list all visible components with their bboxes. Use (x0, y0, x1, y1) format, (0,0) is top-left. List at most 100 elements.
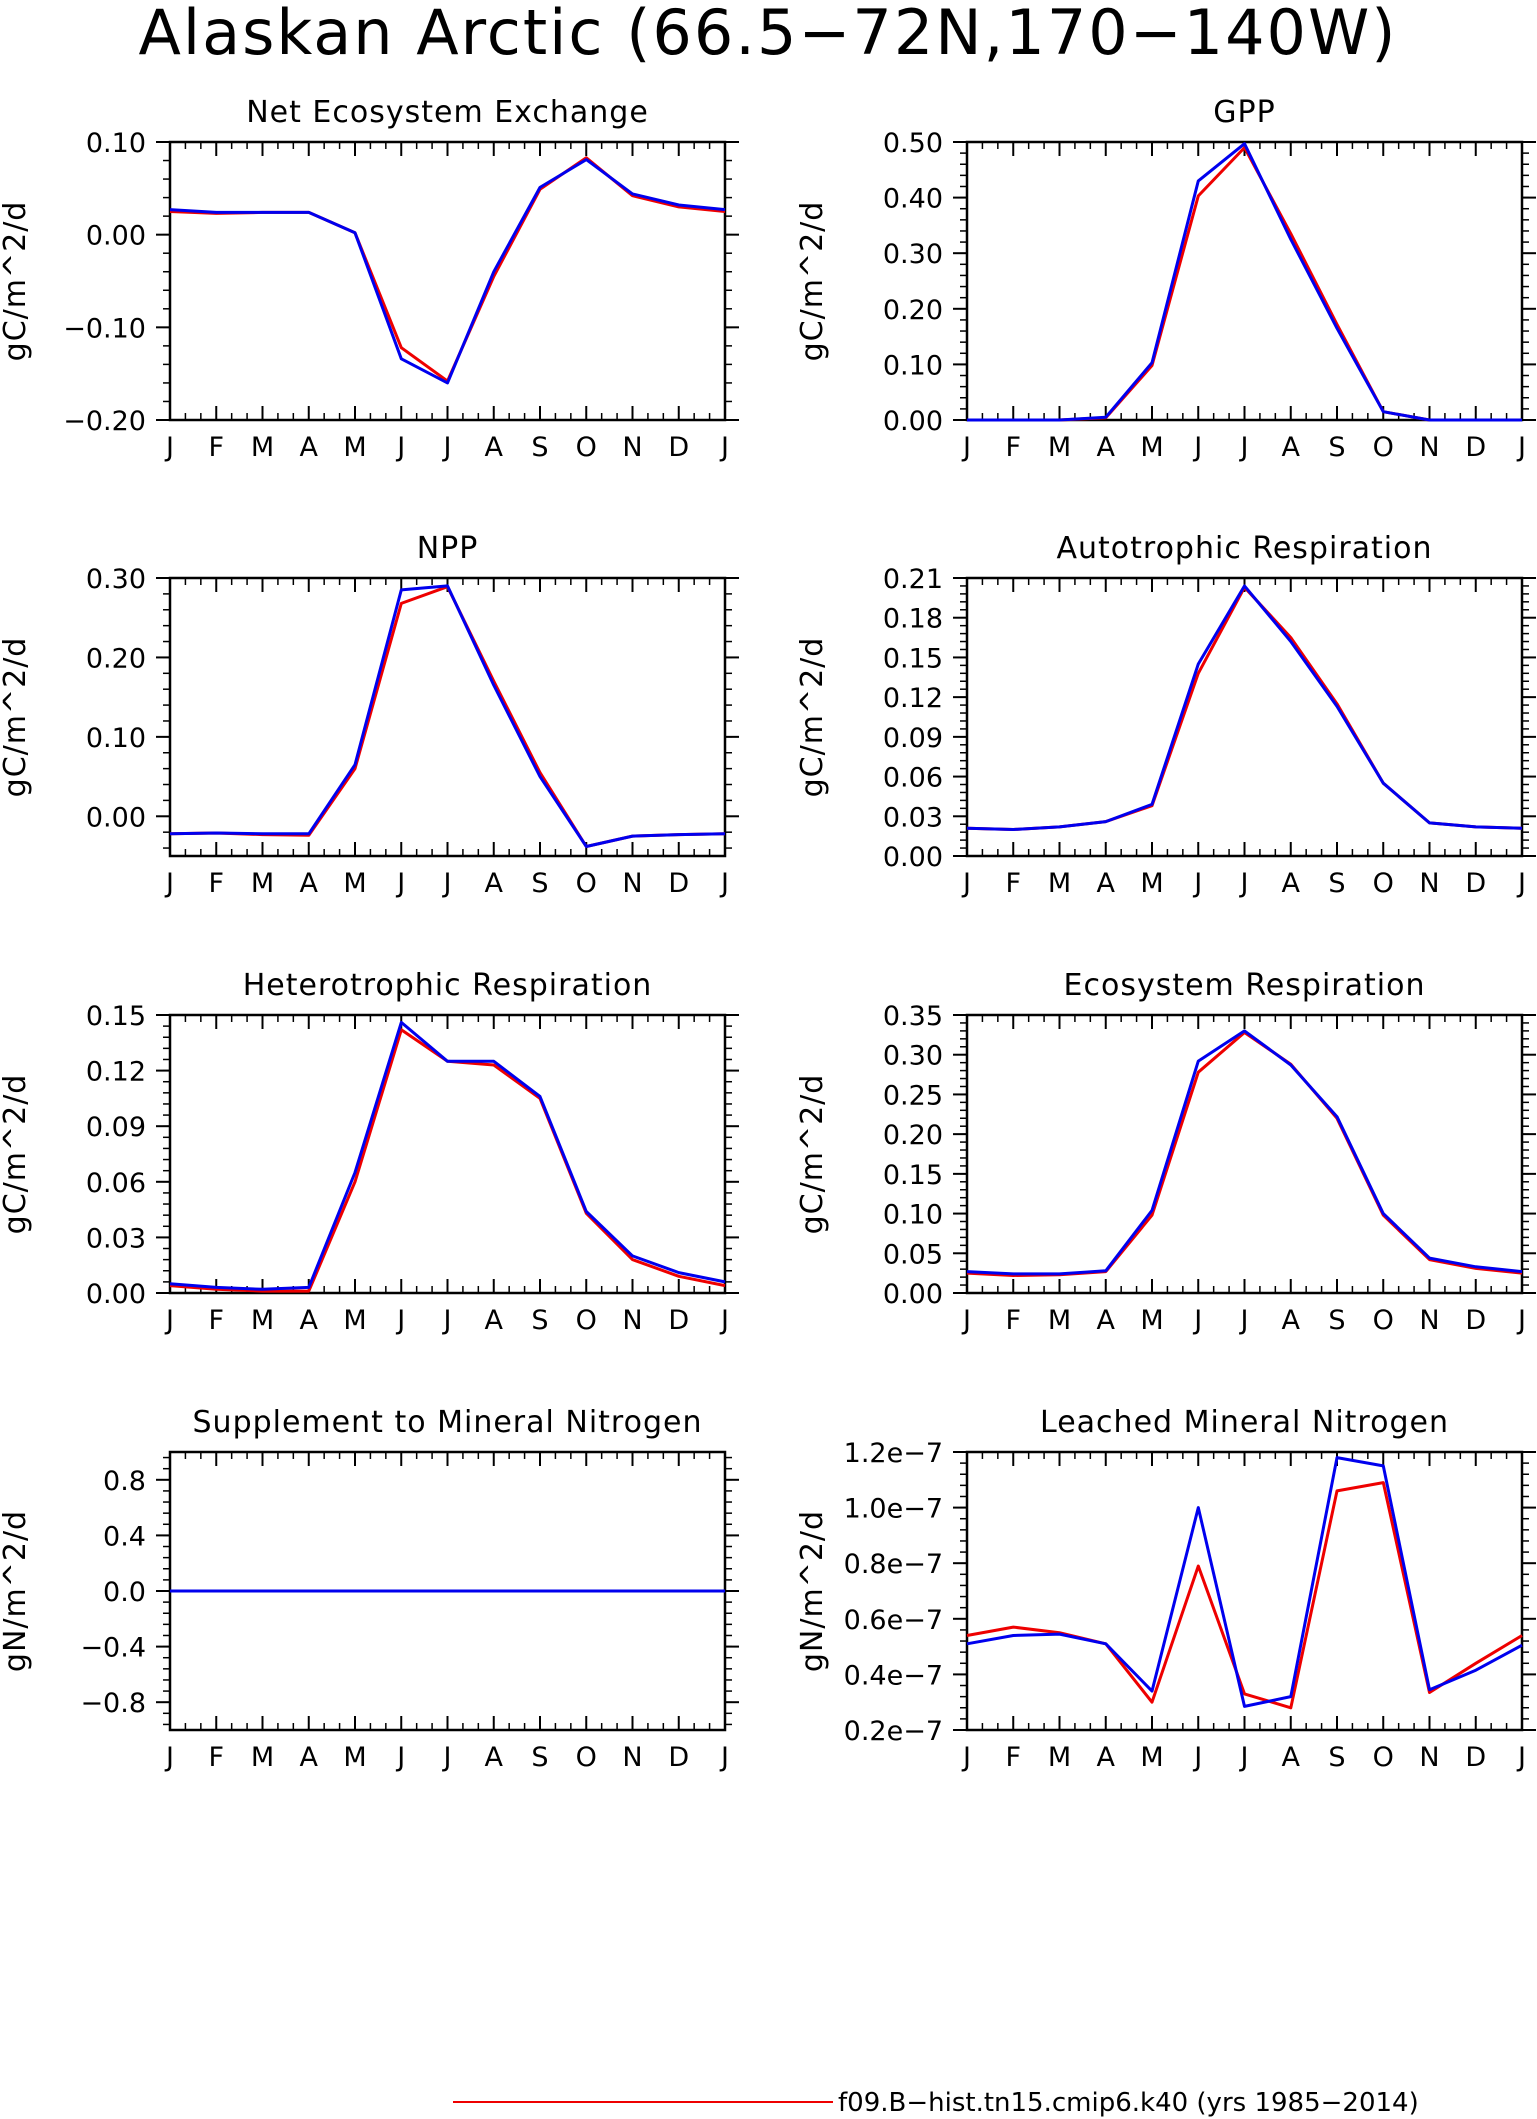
x-tick-label: J (1239, 1305, 1249, 1336)
panel-title: Ecosystem Respiration (1064, 968, 1426, 1003)
x-tick-label: J (164, 868, 174, 899)
x-tick-label: J (719, 432, 729, 463)
figure-title: Alaskan Arctic (66.5−72N,170−140W) (139, 0, 1398, 69)
y-tick-label: 0.25 (883, 1080, 943, 1111)
x-tick-label: N (622, 1742, 642, 1773)
series-line-blue (966, 584, 1523, 831)
x-tick-label: J (1239, 1742, 1249, 1773)
y-tick-label: 0.40 (883, 184, 943, 215)
x-tick-label: S (1328, 868, 1345, 899)
y-tick-label: 0.4e−7 (844, 1660, 943, 1691)
plot-frame (168, 1013, 727, 1295)
y-tick-label: 0.00 (883, 406, 943, 437)
x-tick-label: M (1048, 868, 1071, 899)
panel-title: Heterotrophic Respiration (243, 968, 653, 1003)
y-tick-label: 0.10 (86, 723, 146, 754)
x-tick-label: J (395, 1305, 405, 1336)
x-tick-label: A (1282, 432, 1301, 463)
chart-panel-4: J F M A M J J A S O N D J0.000.030.060.090.120.150.1… (795, 531, 1536, 899)
plot-frame (965, 576, 1524, 858)
x-tick-label: J (1516, 1742, 1526, 1773)
x-tick-label: M (1048, 432, 1071, 463)
y-tick-label: 0.00 (86, 802, 146, 833)
y-tick-label: 0.0 (103, 1577, 146, 1608)
y-axis-label: gC/m^2/d (795, 1074, 830, 1235)
y-tick-label: 1.0e−7 (844, 1494, 943, 1525)
x-tick-label: J (961, 868, 971, 899)
x-tick-label: M (343, 432, 366, 463)
y-tick-label: 0.35 (883, 1001, 943, 1032)
plot-frame (965, 1013, 1524, 1295)
panel-title: Supplement to Mineral Nitrogen (193, 1405, 703, 1440)
series-line-blue (966, 1456, 1523, 1708)
x-tick-label: O (576, 1742, 597, 1773)
y-tick-label: 0.30 (86, 564, 146, 595)
x-tick-label: N (1419, 868, 1439, 899)
x-tick-label: M (1140, 432, 1163, 463)
x-tick-label: J (442, 868, 452, 899)
y-tick-label: 0.30 (883, 239, 943, 270)
x-tick-label: J (961, 1742, 971, 1773)
y-tick-label: 0.09 (86, 1112, 146, 1143)
x-tick-label: M (1140, 868, 1163, 899)
x-tick-label: J (1192, 1305, 1202, 1336)
x-tick-label: F (208, 1305, 224, 1336)
x-tick-label: J (164, 432, 174, 463)
x-tick-label: J (395, 1742, 405, 1773)
y-tick-label: −0.8 (80, 1688, 146, 1719)
y-tick-label: 0.03 (86, 1223, 146, 1254)
x-tick-label: A (1282, 1742, 1301, 1773)
y-tick-label: −0.20 (63, 406, 146, 437)
x-tick-label: D (668, 1305, 689, 1336)
x-tick-label: N (1419, 432, 1439, 463)
x-tick-label: J (1239, 868, 1249, 899)
x-tick-label: F (208, 1742, 224, 1773)
x-tick-label: J (1192, 868, 1202, 899)
x-tick-label: S (1328, 1305, 1345, 1336)
plot-frame (168, 576, 727, 858)
x-tick-label: A (1097, 1305, 1116, 1336)
y-tick-label: 0.00 (86, 1279, 146, 1310)
y-tick-label: 0.10 (883, 350, 943, 381)
y-tick-label: 0.06 (86, 1168, 146, 1199)
x-tick-label: M (1048, 1742, 1071, 1773)
x-tick-label: O (1373, 868, 1394, 899)
x-tick-label: N (622, 868, 642, 899)
series-line-red (169, 1028, 726, 1293)
x-tick-label: J (442, 1305, 452, 1336)
series-line-red (966, 585, 1523, 831)
x-tick-label: J (719, 868, 729, 899)
x-tick-label: J (1516, 1305, 1526, 1336)
x-tick-label: A (300, 1305, 319, 1336)
x-tick-label: S (531, 432, 548, 463)
panel-title: Net Ecosystem Exchange (246, 95, 649, 130)
x-tick-label: M (251, 432, 274, 463)
x-tick-label: F (208, 868, 224, 899)
x-tick-label: J (961, 1305, 971, 1336)
x-tick-label: A (485, 868, 504, 899)
chart-panel-6: J F M A M J J A S O N D J0.000.050.100.150.200.250.3… (795, 968, 1536, 1336)
y-axis-label: gN/m^2/d (0, 1510, 33, 1672)
y-axis-label: gC/m^2/d (0, 1074, 33, 1235)
x-tick-label: M (1048, 1305, 1071, 1336)
y-axis-label: gC/m^2/d (795, 201, 830, 362)
x-tick-label: D (1465, 868, 1486, 899)
chart-panel-8: J F M A M J J A S O N D J0.2e−70.4e−70.6e−70.8e−71.0… (795, 1405, 1536, 1773)
series-line-red (967, 146, 1522, 422)
x-tick-label: M (251, 868, 274, 899)
x-tick-label: D (1465, 1305, 1486, 1336)
series-line-blue (169, 584, 726, 848)
x-tick-label: J (961, 432, 971, 463)
x-tick-label: O (1373, 1742, 1394, 1773)
y-tick-label: 0.06 (883, 763, 943, 794)
x-tick-label: S (531, 1305, 548, 1336)
x-tick-label: S (1328, 1742, 1345, 1773)
y-tick-label: 0.03 (883, 802, 943, 833)
panel-title: NPP (417, 531, 479, 566)
y-tick-label: −0.10 (63, 313, 146, 344)
series-line-blue (169, 158, 726, 385)
x-tick-label: D (1465, 432, 1486, 463)
y-tick-label: 0.6e−7 (844, 1605, 943, 1636)
